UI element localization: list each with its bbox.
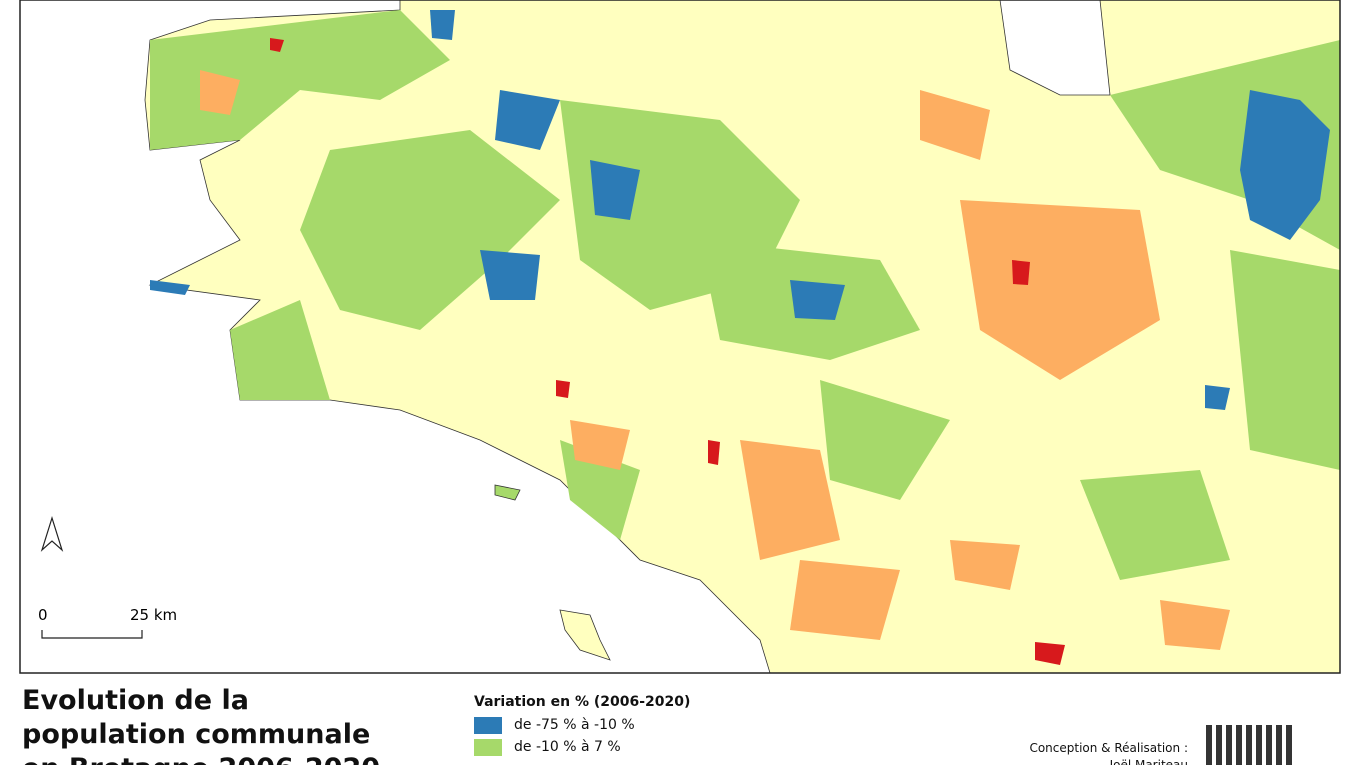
scale-bar: [41, 630, 143, 639]
map: 0 25 km: [19, 0, 1341, 674]
north-arrow: [40, 515, 64, 552]
title: Evolution de la population communale en …: [22, 684, 380, 765]
legend-swatch: [474, 738, 502, 756]
scale-start: 0: [38, 606, 48, 624]
island: [559, 609, 611, 661]
credit-line: Joël Mariteau: [1109, 758, 1188, 765]
legend-item: de -10 % à 7 %: [474, 736, 690, 758]
scale-end: 25 km: [130, 606, 177, 624]
legend-item: de -75 % à -10 %: [474, 714, 690, 736]
orange-communes: [200, 70, 1230, 650]
legend-label: de -10 % à 7 %: [514, 739, 621, 755]
legend: Variation en % (2006-2020) de -75 % à -1…: [474, 694, 690, 758]
qr-code: [1206, 725, 1292, 765]
legend-label: de -75 % à -10 %: [514, 717, 635, 733]
legend-title: Variation en % (2006-2020): [474, 694, 691, 710]
island: [494, 484, 521, 501]
red-communes: [270, 38, 1065, 665]
credits: Conception & Réalisation : Joël Mariteau: [1029, 740, 1188, 765]
map-frame: [19, 0, 1341, 674]
title-line: Evolution de la: [22, 685, 249, 716]
title-line: population communale: [22, 719, 371, 750]
legend-swatch: [474, 716, 502, 734]
credit-line: Conception & Réalisation :: [1029, 741, 1188, 755]
title-line: en Bretagne 2006-2020: [22, 752, 380, 765]
blue-communes: [150, 10, 1330, 410]
